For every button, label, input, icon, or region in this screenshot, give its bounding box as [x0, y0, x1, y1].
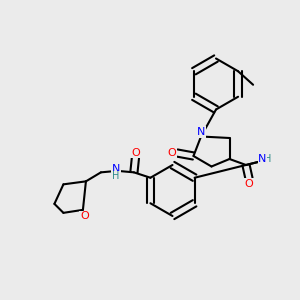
Text: N: N: [258, 154, 267, 164]
Text: H: H: [112, 171, 120, 181]
Text: O: O: [167, 148, 176, 158]
Text: N: N: [197, 127, 205, 137]
Text: H: H: [264, 154, 271, 164]
Text: O: O: [131, 148, 140, 158]
Text: N: N: [112, 164, 120, 174]
Text: O: O: [80, 212, 89, 221]
Text: O: O: [244, 179, 253, 189]
